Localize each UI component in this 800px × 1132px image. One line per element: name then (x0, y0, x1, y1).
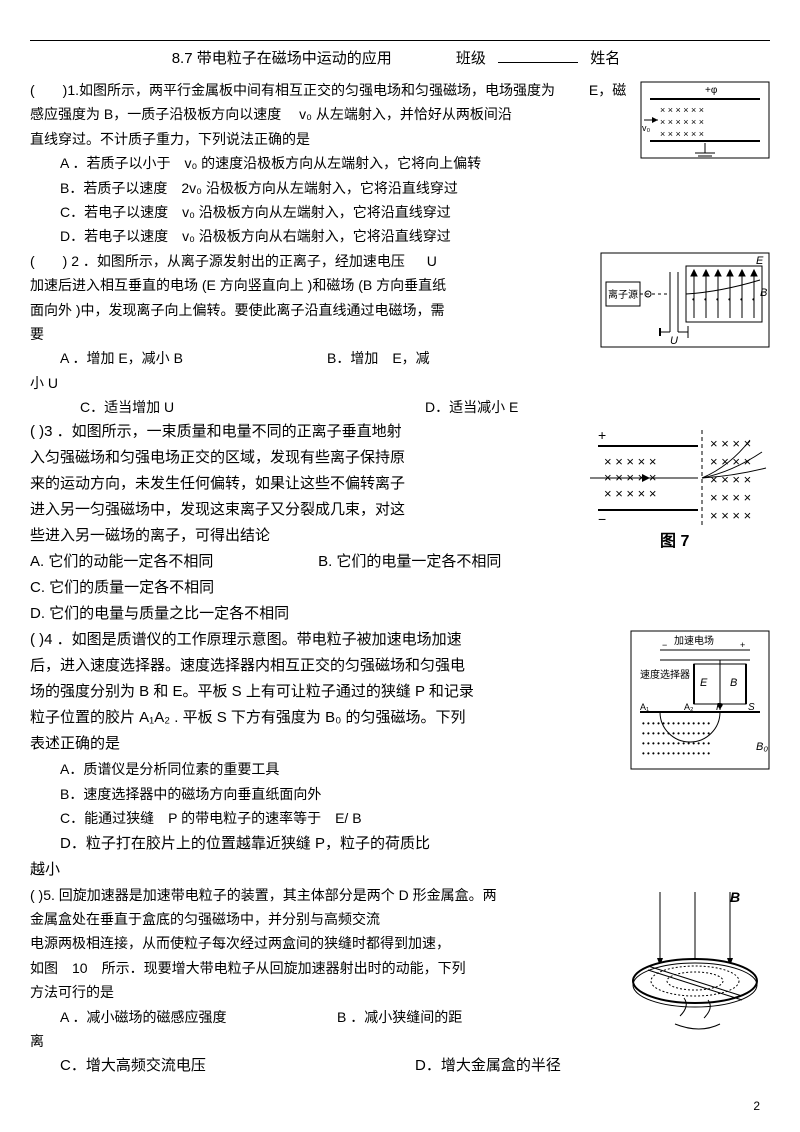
svg-text:B: B (730, 677, 737, 689)
svg-text:−: − (598, 511, 606, 527)
q4-optC: C．能通过狭缝 P 的带电粒子的速率等于 E/ B (30, 807, 770, 829)
content: +φ × × × × × × × × × × × × × × × × × × v… (30, 79, 770, 1080)
svg-text:E: E (756, 255, 764, 267)
q5-figure: B (620, 886, 770, 1036)
q1-optB: B．若质子以速度 2v₀ 沿极板方向从左端射入，它将沿直线穿过 (30, 177, 770, 199)
svg-text:× × × ×: × × × × (710, 454, 751, 469)
svg-text:× × × × × ×: × × × × × × (660, 105, 704, 115)
q5-optA: A ．减小磁场的磁感应强度 (30, 1006, 337, 1028)
svg-text:B: B (760, 287, 767, 299)
q2-figure: 离子源 U • • • • • • (600, 252, 770, 348)
q5-optAB: A ．减小磁场的磁感应强度 B ．减小狭缝间的距 (30, 1006, 614, 1028)
svg-text:−: − (662, 640, 667, 650)
q2-optA: A ．增加 E，减小 B (30, 347, 327, 369)
q1-optD: D．若电子以速度 v₀ 沿极板方向从右端射入，它将沿直线穿过 (30, 225, 770, 247)
svg-text:• • • • • • • • • • • • • •: • • • • • • • • • • • • • • (642, 749, 710, 758)
svg-text:× × × ×: × × × × (710, 508, 751, 523)
svg-text:U: U (670, 335, 678, 347)
svg-text:•: • (752, 295, 755, 304)
svg-text:× × × ×: × × × × (710, 490, 751, 505)
svg-text:•: • (692, 295, 695, 304)
svg-text:P: P (716, 702, 723, 713)
q4-optD1: D．粒子打在胶片上的位置越靠近狭缝 P，粒子的荷质比 (30, 832, 770, 856)
q5-optC: C．增大高频交流电压 (30, 1054, 415, 1078)
q3-fig-label: 图 7 (660, 532, 689, 550)
svg-text:•: • (716, 295, 719, 304)
svg-text:+φ: +φ (705, 85, 718, 96)
q3-figure: + − × × × × × × × × × × × × × × × × × × … (590, 422, 770, 552)
q2-optAB: A ．增加 E，减小 B B．增加 E，减 (30, 347, 594, 369)
svg-text:× × × × × ×: × × × × × × (660, 129, 704, 139)
q1-stem-a: 如图所示，两平行金属板中间有相互正交的匀强电场和匀强磁场，电场强度为 (79, 82, 555, 98)
q3-s1: 如图所示，一束质量和电量不同的正离子垂直地射 (72, 423, 402, 440)
svg-text:v₀: v₀ (642, 123, 651, 133)
svg-text:A₂: A₂ (684, 702, 694, 712)
q1-figure: +φ × × × × × × × × × × × × × × × × × × v… (640, 81, 770, 159)
q2-optB2: 小 U (30, 372, 770, 394)
q5-optD: D．增大金属盒的半径 (415, 1054, 770, 1078)
q3-optC: C. 它们的质量一定各不相同 (30, 576, 770, 600)
q3-optA: A. 它们的动能一定各不相同 (30, 550, 318, 574)
q2-optD: D．适当减小 E (425, 396, 770, 418)
q2-optB: B．增加 E，减 (327, 347, 594, 369)
svg-text:速度选择器: 速度选择器 (640, 668, 690, 681)
q3-optD: D. 它们的电量与质量之比一定各不相同 (30, 602, 770, 626)
svg-text:× × × × ×: × × × × × (604, 486, 656, 501)
q1-l2a: 感应强度为 B，一质子沿极板方向以速度 (30, 106, 281, 122)
q2-optC: C．适当增加 U (30, 396, 425, 418)
q3-optB: B. 它们的电量一定各不相同 (318, 550, 501, 574)
name-label: 姓名 (590, 50, 620, 67)
q3-optAB: A. 它们的动能一定各不相同 B. 它们的电量一定各不相同 (30, 550, 584, 574)
q2-optCD: C．适当增加 U D．适当减小 E (30, 396, 770, 418)
q5-num: ( )5. (30, 887, 55, 903)
svg-text:+: + (740, 640, 745, 650)
svg-text:A₁: A₁ (640, 702, 649, 712)
svg-text:× × × ×: × × × × (710, 436, 751, 451)
svg-text:+: + (598, 427, 606, 443)
q4-figure: 加速电场 − + 速度选择器 E B A₁ A₂ P S • • • • • • … (630, 630, 770, 770)
svg-text:• • • • • • • • • • • • • •: • • • • • • • • • • • • • • (642, 729, 710, 738)
svg-text:E: E (700, 677, 708, 689)
svg-text:加速电场: 加速电场 (674, 634, 714, 647)
q1-num: ( )1. (30, 82, 79, 98)
q4-num: ( )4 ． (30, 631, 72, 648)
q3-num: ( )3 ． (30, 423, 72, 440)
svg-text:B₀: B₀ (756, 741, 768, 753)
q5-s1: 回旋加速器是加速带电粒子的装置，其主体部分是两个 D 形金属盒。两 (59, 887, 497, 903)
svg-text:B: B (730, 889, 740, 905)
q5-optB: B ．减小狭缝间的距 (337, 1006, 614, 1028)
q1-optC: C．若电子以速度 v₀ 沿极板方向从左端射入，它将沿直线穿过 (30, 201, 770, 223)
q2-s1: 如图所示，从离子源发射出的正离子，经加速电压 (97, 253, 405, 269)
top-rule (30, 40, 770, 41)
class-blank (498, 49, 578, 63)
svg-text:× × × × × ×: × × × × × × (660, 117, 704, 127)
svg-text:× × × × ×: × × × × × (604, 454, 656, 469)
q2-num: ( ) 2 ． (30, 253, 97, 269)
q4-s1: 如图是质谱仪的工作原理示意图。带电粒子被加速电场加速 (72, 631, 462, 648)
svg-text:•: • (740, 295, 743, 304)
svg-text:S: S (748, 702, 755, 713)
page-number: 2 (753, 1097, 760, 1116)
q4-optD2: 越小 (30, 858, 770, 882)
header-row: 8.7 带电粒子在磁场中运动的应用 班级 姓名 (30, 47, 770, 71)
q1-l2b: v₀ 从左端射入，并恰好从两板间沿 (299, 106, 512, 122)
svg-text:•: • (728, 295, 731, 304)
q4-optB: B．速度选择器中的磁场方向垂直纸面向外 (30, 783, 770, 805)
section-title: 8.7 带电粒子在磁场中运动的应用 (172, 50, 392, 67)
class-label: 班级 (456, 50, 486, 67)
svg-text:•: • (704, 295, 707, 304)
q1-stem-b: E，磁 (589, 82, 626, 98)
svg-text:离子源: 离子源 (608, 288, 638, 301)
q2-s1b: U (427, 253, 437, 269)
svg-text:• • • • • • • • • • • • • •: • • • • • • • • • • • • • • (642, 719, 710, 728)
q5-optCD: C．增大高频交流电压 D．增大金属盒的半径 (30, 1054, 770, 1078)
